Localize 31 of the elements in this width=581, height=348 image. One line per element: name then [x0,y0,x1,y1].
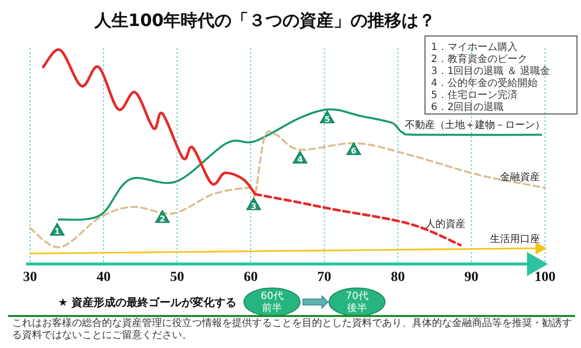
series-label: 不動産（土地＋建物－ローン） [405,118,545,131]
annotation: 4．公的年金の受給開始 [431,77,538,89]
x-tick-label: 100 [534,270,556,285]
text: ★ 資産形成の最終ゴールが変化する [58,296,237,309]
x-tick-label: 60 [244,270,258,285]
x-tick-label: 40 [96,270,111,285]
annotation: 6．2回目の退職 [431,101,504,113]
annotation: 5．住宅ローン完済 [431,89,518,101]
chart-title: 人生100年時代の「３つの資産」の推移は？ [93,11,436,31]
text: 後半 [347,302,367,314]
x-tick-label: 50 [170,270,184,285]
annotation: 1 [54,227,60,236]
annotation: 4 [297,155,304,164]
text: 前半 [262,302,282,314]
annotation: 3 [250,202,256,211]
text: 70代 [346,291,368,302]
annotation: 1．マイホーム購入 [431,41,518,53]
x-tick-label: 80 [390,270,405,285]
series-label: 金融資産 [500,170,540,183]
x-tick-label: 30 [23,270,37,285]
x-tick-label: 90 [464,270,478,285]
series-label: 人的資産 [425,218,466,230]
x-tick-label: 70 [317,270,332,285]
annotation: 3．1回目の退職 ＆ 退職金 [431,65,550,77]
text: これはお客様の総合的な資産管理に役立つ情報を提供することを目的とした資料であり、具体的な金融商品等を推奨・勧誘する資料ではないことにご留意ください。 [12,318,572,342]
annotation: 5 [324,114,330,124]
annotation: 6 [350,146,357,156]
text: 60代 [260,291,284,302]
series-label: 生活用口座 [490,233,540,246]
annotation: 2 [160,214,166,224]
annotation: 2．教育資金のピーク [431,53,528,65]
